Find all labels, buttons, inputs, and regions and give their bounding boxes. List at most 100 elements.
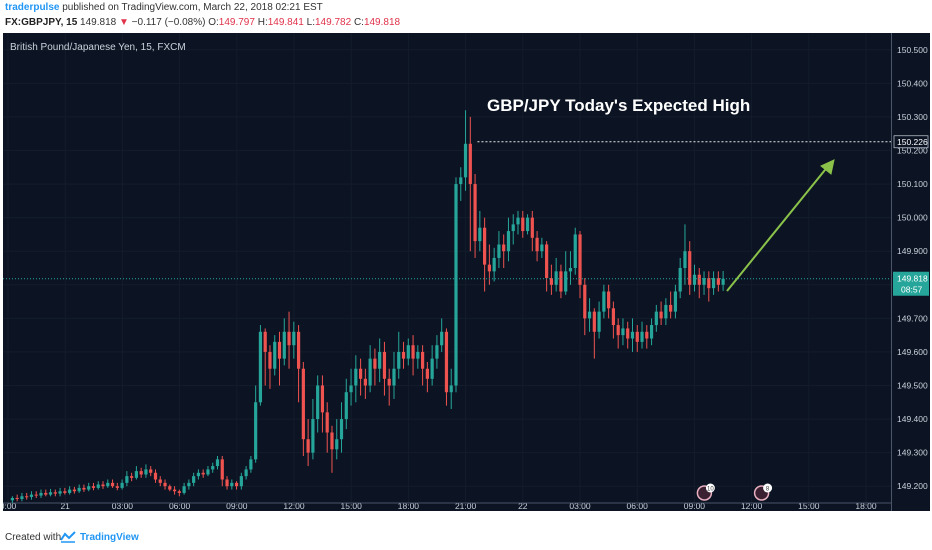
price-tick-label: 150.300 xyxy=(897,112,928,122)
price-tick-label: 150.100 xyxy=(897,179,928,189)
time-tick-label: 03:00 xyxy=(569,501,591,511)
candle-body xyxy=(483,227,487,265)
candle-body xyxy=(401,351,406,359)
candle-body xyxy=(354,368,358,386)
time-tick-label: 06:00 xyxy=(169,501,191,511)
price-tick-label: 149.400 xyxy=(897,414,928,424)
candle-body xyxy=(325,412,329,433)
candle-body xyxy=(349,385,353,393)
candle-body xyxy=(306,439,310,453)
time-tick-label: 09:00 xyxy=(684,501,706,511)
candle-body xyxy=(220,459,224,480)
candle-body xyxy=(249,459,253,470)
candle-body xyxy=(58,491,62,494)
trend-arrow-line xyxy=(726,164,830,292)
low-label: L: xyxy=(306,17,315,28)
trend-arrow-head xyxy=(820,159,835,175)
time-tick-label: 15:00 xyxy=(798,501,820,511)
candle-body xyxy=(168,486,172,490)
candle-body xyxy=(163,482,167,487)
candle-body xyxy=(158,479,162,483)
candle-countdown: 08:57 xyxy=(901,285,923,295)
candle-body xyxy=(721,278,725,285)
candle-body xyxy=(125,476,129,483)
candle-body xyxy=(592,311,596,332)
candle-body xyxy=(192,476,196,483)
candle-body xyxy=(230,482,234,487)
price-axis-labels: 150.500 150.400 150.300 150.200 150.100 150.0… xyxy=(893,45,929,491)
candle-body xyxy=(368,358,372,386)
candle-body xyxy=(387,378,391,386)
candle-body xyxy=(621,328,625,336)
candle-body xyxy=(258,331,263,403)
candle-body xyxy=(201,472,205,475)
chart-pane[interactable]: 0:00 21 03:00 06:00 09:00 12:00 15:00 18:00 21:0… xyxy=(3,33,891,511)
candle-body xyxy=(339,419,344,440)
price-tick-label: 149.500 xyxy=(897,381,928,391)
candle-body xyxy=(196,472,201,477)
candle-body xyxy=(363,378,367,386)
time-tick-label: 22 xyxy=(518,501,528,511)
time-tick-label: 21:00 xyxy=(455,501,477,511)
candle-body xyxy=(87,486,91,490)
candle-body xyxy=(106,482,110,487)
candle-body xyxy=(268,351,272,369)
price-axis[interactable]: 150.500 150.400 150.300 150.200 150.100 150.0… xyxy=(891,33,930,511)
current-price-tag xyxy=(893,271,929,296)
price-tick-label: 150.000 xyxy=(897,213,928,223)
price-tick-label: 149.200 xyxy=(897,481,928,491)
candle-body xyxy=(492,257,496,272)
time-tick-label: 03:00 xyxy=(112,501,134,511)
price-tick-label: 149.600 xyxy=(897,347,928,357)
candle-body xyxy=(406,345,410,359)
candle-body xyxy=(139,471,143,475)
time-tick-label: 18:00 xyxy=(398,501,420,511)
chart-title: British Pound/Japanese Yen, 15, FXCM xyxy=(10,42,186,53)
close-value: 149.818 xyxy=(363,17,401,28)
candle-body xyxy=(669,304,673,312)
candle-body xyxy=(320,385,325,413)
candle-body xyxy=(697,274,701,285)
expected-high-price-label: 150.226 xyxy=(897,137,928,147)
candle-body xyxy=(296,331,301,369)
candle-body xyxy=(15,497,19,499)
candle-body xyxy=(182,486,186,493)
candle-body xyxy=(153,472,158,480)
candle-body xyxy=(664,304,668,319)
candle-body xyxy=(25,496,29,498)
tradingview-brand-link[interactable]: TradingView xyxy=(80,532,139,543)
candle-body xyxy=(564,271,568,292)
created-with-label: Created with xyxy=(5,532,62,543)
open-label: O: xyxy=(208,17,219,28)
candle-body xyxy=(530,217,534,238)
candle-body xyxy=(34,494,38,496)
candle-body xyxy=(611,308,616,326)
candle-body xyxy=(659,311,663,319)
candle-body xyxy=(382,351,387,379)
candle-body xyxy=(39,492,43,496)
candle-body xyxy=(430,358,434,379)
candle-body xyxy=(68,489,72,493)
current-price-label: 149.818 xyxy=(897,274,928,284)
last-price: 149.818 xyxy=(80,17,117,28)
candle-body xyxy=(244,469,248,477)
candle-body xyxy=(234,482,239,487)
candle-body xyxy=(626,328,630,339)
price-tick-label: 149.900 xyxy=(897,246,928,256)
candlestick-chart[interactable]: 0:00 21 03:00 06:00 09:00 12:00 15:00 18:00 21:0… xyxy=(3,33,891,511)
price-tick-label: 149.300 xyxy=(897,448,928,458)
candle-body xyxy=(707,278,711,289)
tradingview-logo-icon xyxy=(60,531,76,543)
candle-body xyxy=(239,476,243,487)
candle-body xyxy=(535,237,539,252)
price-tick-label: 150.200 xyxy=(897,146,928,156)
publish-info: published on TradingView.com, March 22, … xyxy=(59,2,323,13)
low-value: 149.782 xyxy=(315,17,352,28)
candle-body xyxy=(678,268,682,292)
author-link[interactable]: traderpulse xyxy=(5,2,60,13)
expected-high-price-tag xyxy=(893,135,929,149)
candle-body xyxy=(568,268,573,272)
candle-body xyxy=(421,351,425,369)
candle-body xyxy=(378,351,382,369)
candle-body xyxy=(497,244,501,258)
